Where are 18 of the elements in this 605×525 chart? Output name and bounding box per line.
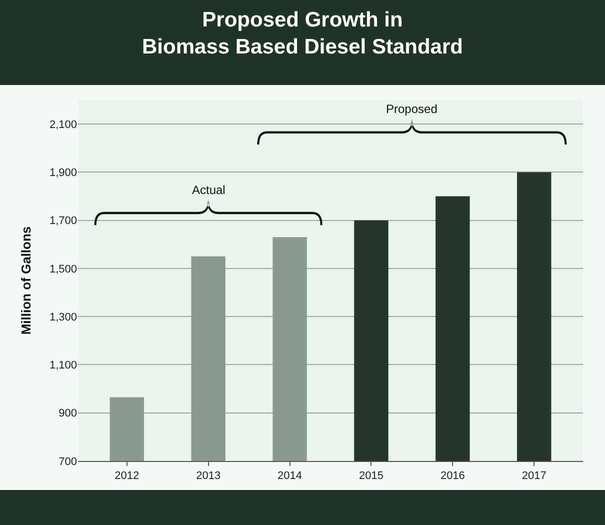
x-tick-label: 2015 xyxy=(358,470,384,482)
chart-title: Proposed Growth in Biomass Based Diesel Standard xyxy=(142,8,463,59)
y-tick-label: 700 xyxy=(58,456,77,468)
y-tick-label: 1,700 xyxy=(49,215,77,228)
y-tick-label: 2,100 xyxy=(49,118,77,131)
x-tick-label: 2013 xyxy=(196,470,221,482)
y-tick-label: 1,500 xyxy=(49,263,77,276)
y-tick-label: 900 xyxy=(58,408,77,420)
y-axis-title: Million of Gallons xyxy=(18,226,34,335)
x-tick-label: 2016 xyxy=(440,470,465,482)
y-tick-label: 1,100 xyxy=(49,360,77,372)
annotation: Proposed xyxy=(386,102,438,116)
x-tick-label: 2012 xyxy=(114,470,140,482)
y-tick-label: 1,300 xyxy=(49,311,77,324)
annotation: Actual xyxy=(192,183,226,197)
y-tick-label: 1,900 xyxy=(49,167,77,180)
x-tick-label: 2017 xyxy=(522,470,546,482)
x-tick-label: 2014 xyxy=(278,470,302,482)
